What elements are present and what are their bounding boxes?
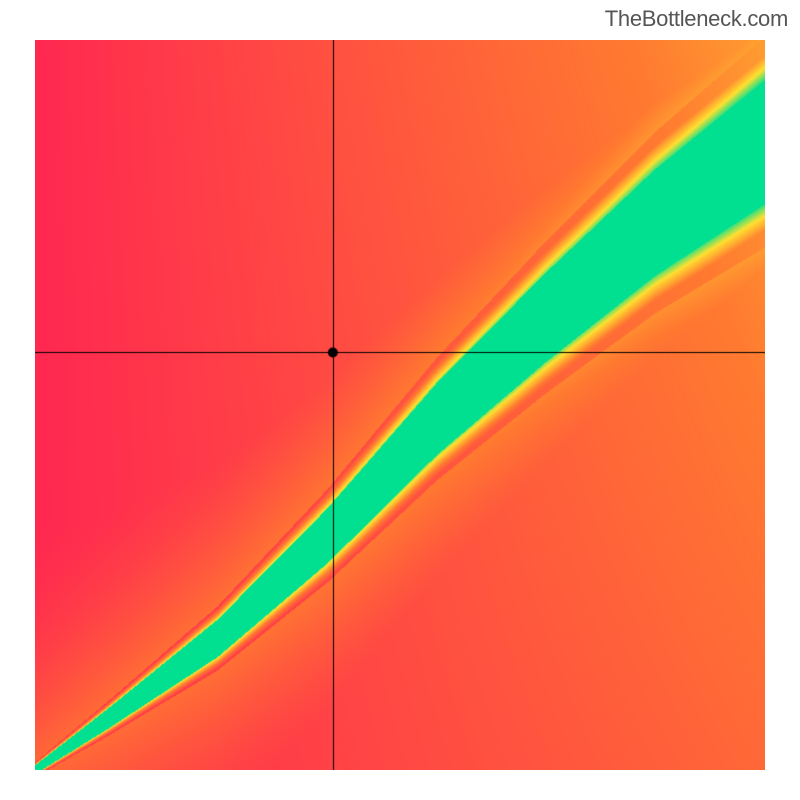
chart-container: TheBottleneck.com — [0, 0, 800, 800]
bottleneck-heatmap — [35, 40, 765, 770]
attribution-label: TheBottleneck.com — [605, 6, 788, 32]
